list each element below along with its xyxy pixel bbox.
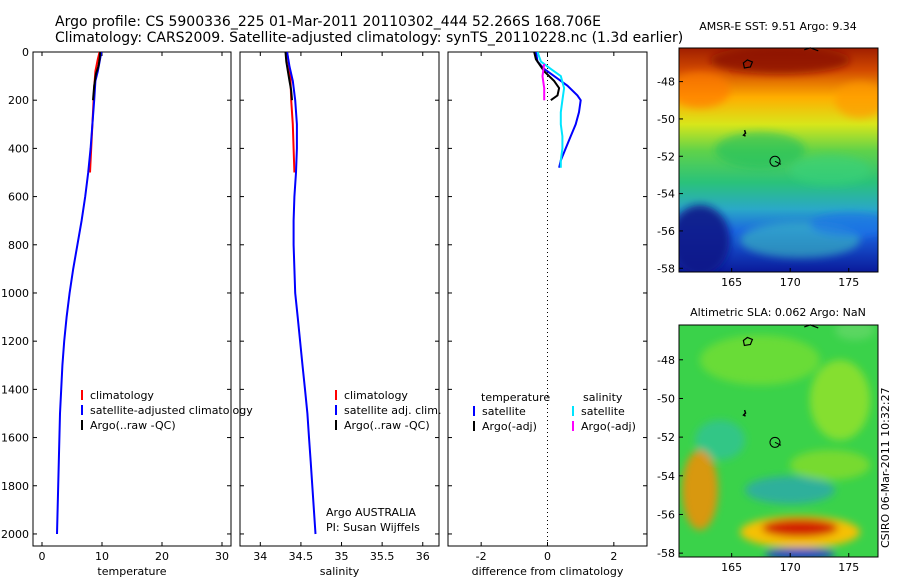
salinity-series-satellite-adj-clim- <box>286 51 317 535</box>
credit-line-1: Argo AUSTRALIA <box>326 506 416 519</box>
salinity-xtick-label: 34 <box>253 550 267 563</box>
legend-entry: satellite adj. clim. <box>344 404 441 417</box>
difference-xtick-label: 2 <box>610 550 617 563</box>
argo-location-marker <box>769 155 781 167</box>
legend-header-salinity: salinity <box>583 391 623 404</box>
depth-tick-label: 1800 <box>1 480 29 493</box>
difference-xtick-label: 0 <box>544 550 551 563</box>
island-outline <box>742 409 747 417</box>
difference-series-salinity-satellite <box>536 51 566 168</box>
argo-track-line <box>774 441 782 446</box>
temperature-xtick-label: 30 <box>215 550 229 563</box>
temperature-panel: 0 10 20 30 temperature 0 200 400 600 800 1000 1200 1… <box>1 46 253 578</box>
island-outline <box>742 59 754 69</box>
salinity-legend: climatology satellite adj. clim. Argo(..ra… <box>335 389 441 432</box>
salinity-xtick-label: 36 <box>416 550 430 563</box>
legend-entry: Argo(..raw -QC) <box>90 419 176 432</box>
depth-tick-label: 0 <box>22 46 29 59</box>
salinity-x-axis-label: salinity <box>320 565 360 578</box>
sst-map-title: AMSR-E SST: 9.51 Argo: 9.34 <box>699 20 857 33</box>
sla_map-xtick-label: 165 <box>721 561 742 574</box>
sla_map-ytick-label: -52 <box>657 431 675 444</box>
depth-tick-label: 1400 <box>1 383 29 396</box>
legend-entry: Argo(-adj) <box>482 420 537 433</box>
sst_map-xtick-label: 165 <box>721 276 742 289</box>
sla_map-ytick-label: -50 <box>657 392 675 405</box>
difference-legend: temperature salinitysatelliteArgo(-adj)sa… <box>473 391 636 433</box>
island-outline <box>742 336 754 347</box>
argo-track-line <box>774 160 782 165</box>
sst_map-xtick-label: 170 <box>780 276 801 289</box>
temperature-xtick-label: 10 <box>95 550 109 563</box>
legend-entry: climatology <box>344 389 408 402</box>
sla_map-ytick-label: -58 <box>657 547 675 560</box>
salinity-xtick-label: 34.5 <box>289 550 314 563</box>
difference-panel: -2 0 2 difference from climatology temperatu… <box>447 51 648 578</box>
depth-tick-label: 400 <box>8 142 29 155</box>
sla_map-ytick-label: -54 <box>657 470 675 483</box>
temperature-series-satellite-adjusted-climatology <box>56 51 103 535</box>
depth-tick-label: 800 <box>8 239 29 252</box>
depth-tick-label: 600 <box>8 191 29 204</box>
temperature-xtick-label: 0 <box>39 550 46 563</box>
sst_map-xtick-label: 175 <box>838 276 859 289</box>
sla_map-xtick-label: 170 <box>780 561 801 574</box>
depth-tick-label: 1600 <box>1 432 29 445</box>
salinity-panel: 34 34.5 35 35.5 36 salinity climatology satelli… <box>239 51 441 578</box>
difference-axes-frame <box>447 51 648 547</box>
temperature-x-axis-label: temperature <box>97 565 166 578</box>
temperature-series-argo-raw-qc- <box>92 51 102 101</box>
sst_map-ytick-label: -54 <box>657 188 675 201</box>
sla_map-ytick-label: -48 <box>657 354 675 367</box>
legend-entry: Argo(..raw -QC) <box>344 419 430 432</box>
sla_map-xtick-label: 175 <box>838 561 859 574</box>
difference-series-salinity-argo-adj- <box>541 63 546 101</box>
legend-entry: climatology <box>90 389 154 402</box>
credit-line-2: PI: Susan Wijffels <box>326 521 420 534</box>
legend-entry: satellite-adjusted climatology <box>90 404 253 417</box>
sla-map-title: Altimetric SLA: 0.062 Argo: NaN <box>690 306 866 319</box>
legend-entry: satellite <box>482 405 526 418</box>
sst-map-panel: AMSR-E SST: 9.51 Argo: 9.34 165 170 175 -48… <box>657 20 879 289</box>
sla-heatmap <box>679 325 878 557</box>
salinity-axes-frame <box>239 51 440 547</box>
salinity-xtick-label: 35.5 <box>370 550 395 563</box>
sst_map-ytick-label: -52 <box>657 150 675 163</box>
timestamp-stamp: CSIRO 06-Mar-2011 10:32:27 <box>879 387 892 548</box>
depth-tick-label: 1000 <box>1 287 29 300</box>
sst_map-ytick-label: -56 <box>657 225 675 238</box>
legend-entry: Argo(-adj) <box>581 420 636 433</box>
salinity-series-argo-raw-qc- <box>284 51 293 101</box>
sst_map-ytick-label: -48 <box>657 76 675 89</box>
salinity-xtick-label: 35 <box>335 550 349 563</box>
depth-tick-label: 2000 <box>1 528 29 541</box>
difference-xtick-label: -2 <box>476 550 487 563</box>
island-outline <box>742 129 747 137</box>
legend-entry: satellite <box>581 405 625 418</box>
depth-tick-label: 1200 <box>1 335 29 348</box>
sst_map-ytick-label: -50 <box>657 113 675 126</box>
legend-header-temperature: temperature <box>481 391 550 404</box>
argo-location-marker <box>769 436 781 448</box>
temperature-xtick-label: 20 <box>155 550 169 563</box>
sst-heatmap <box>679 48 878 272</box>
sla-map-panel: Altimetric SLA: 0.062 Argo: NaN 165 170 17… <box>657 306 879 574</box>
temperature-axes-frame <box>32 51 232 547</box>
difference-x-axis-label: difference from climatology <box>472 565 624 578</box>
sst_map-ytick-label: -58 <box>657 262 675 275</box>
sla_map-ytick-label: -56 <box>657 508 675 521</box>
difference-series-temperature-argo-adj- <box>533 51 561 102</box>
temperature-legend: climatology satellite-adjusted climatolog… <box>81 389 253 432</box>
depth-tick-label: 200 <box>8 94 29 107</box>
